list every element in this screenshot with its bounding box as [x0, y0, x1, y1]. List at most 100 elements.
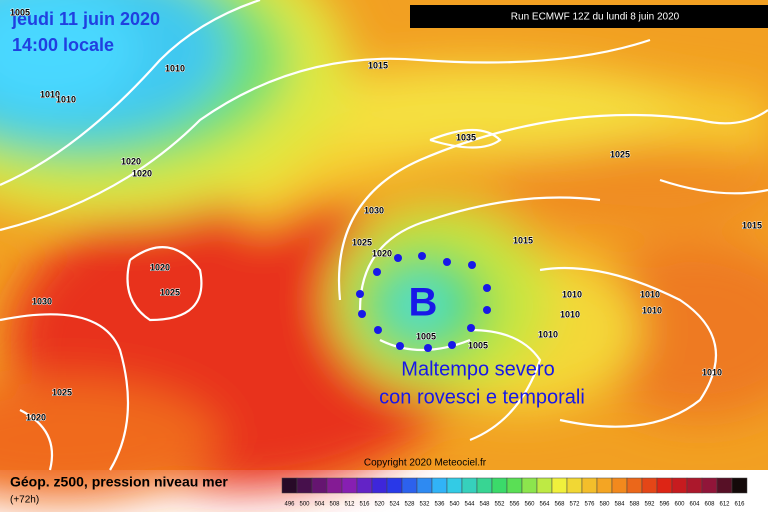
- low-dot: [468, 261, 476, 269]
- scale-label: 592: [644, 502, 655, 508]
- isobar-label: 1025: [610, 149, 630, 159]
- scale-label: 552: [494, 502, 505, 508]
- low-dot: [448, 341, 456, 349]
- isobar-label: 1015: [368, 60, 388, 70]
- scale-label: 536: [434, 502, 445, 508]
- scale-swatch: [656, 477, 673, 494]
- date-label: jeudi 11 juin 2020: [11, 9, 160, 29]
- scale-swatch: [401, 477, 418, 494]
- isobar-label: 1020: [150, 262, 170, 272]
- isobar-label: 1020: [132, 168, 152, 178]
- scale-swatch: [701, 477, 718, 494]
- legend-title: Géop. z500, pression niveau mer: [10, 474, 228, 490]
- scale-swatch: [386, 477, 403, 494]
- scale-swatch: [596, 477, 613, 494]
- low-dot: [467, 324, 475, 332]
- isobar-label: 1030: [32, 296, 52, 306]
- scale-label: 524: [389, 502, 400, 508]
- low-dot: [394, 254, 402, 262]
- isobar-label: 1010: [560, 309, 580, 319]
- isobar-label: 1010: [640, 289, 660, 299]
- scale-label: 508: [329, 502, 340, 508]
- scale-swatch: [641, 477, 658, 494]
- scale-label: 580: [599, 502, 610, 508]
- scale-swatch: [311, 477, 328, 494]
- field: [0, 0, 768, 500]
- scale-label: 616: [734, 502, 745, 508]
- scale-label: 588: [629, 502, 640, 508]
- scale-swatch: [581, 477, 598, 494]
- isobar-label: 1020: [26, 412, 46, 422]
- scale-label: 560: [524, 502, 535, 508]
- scale-label: 504: [314, 502, 325, 508]
- scale-label: 544: [464, 502, 475, 508]
- isobar-label: 1025: [352, 237, 372, 247]
- low-dot: [418, 252, 426, 260]
- low-dot: [356, 290, 364, 298]
- annotation: con rovesci e temporali: [379, 386, 585, 408]
- scale-label: 540: [449, 502, 460, 508]
- scale-swatch: [431, 477, 448, 494]
- low-ring: [356, 252, 491, 352]
- scale-swatch: [686, 477, 703, 494]
- copyright: Copyright 2020 Meteociel.fr: [364, 458, 487, 469]
- scale-label: 568: [554, 502, 565, 508]
- low-symbol: B: [409, 281, 438, 325]
- scale-label: 516: [359, 502, 370, 508]
- scale-swatch: [731, 477, 748, 494]
- isobar-label: 1025: [160, 287, 180, 297]
- isobar-label: 1005: [468, 340, 488, 350]
- isobar-label: 1015: [513, 235, 533, 245]
- scale-swatch: [491, 477, 508, 494]
- isobar-label: 1020: [372, 248, 392, 258]
- scale-swatch: [566, 477, 583, 494]
- isobar-label: 1015: [742, 220, 762, 230]
- run-banner: [410, 5, 768, 28]
- scale-label: 512: [344, 502, 355, 508]
- scale-swatch: [506, 477, 523, 494]
- scale-swatch: [341, 477, 358, 494]
- isobar-label: 1010: [702, 367, 722, 377]
- scale-swatch: [536, 477, 553, 494]
- scale-swatch: [446, 477, 463, 494]
- low-dot: [358, 310, 366, 318]
- isobar-label: 1020: [121, 156, 141, 166]
- scale-swatch: [296, 477, 313, 494]
- isobar-label: 1005: [10, 7, 30, 17]
- scale-label: 600: [674, 502, 685, 508]
- scale-label: 548: [479, 502, 490, 508]
- scale-label: 500: [299, 502, 310, 508]
- scale-swatch: [356, 477, 373, 494]
- isobar-label: 1010: [165, 63, 185, 73]
- isobar-label: 1030: [364, 205, 384, 215]
- isobar-label: 1010: [642, 305, 662, 315]
- scale-swatch: [476, 477, 493, 494]
- scale-swatch: [371, 477, 388, 494]
- scale-label: 584: [614, 502, 625, 508]
- isobar-label: 1010: [538, 329, 558, 339]
- isobar-label: 1005: [416, 331, 436, 341]
- scale-swatch: [716, 477, 733, 494]
- scale-swatch: [611, 477, 628, 494]
- scale-swatch: [416, 477, 433, 494]
- scale-label: 532: [419, 502, 430, 508]
- scale-label: 528: [404, 502, 415, 508]
- scale-label: 556: [509, 502, 520, 508]
- isobar-label: 1025: [52, 387, 72, 397]
- low-dot: [443, 258, 451, 266]
- isobar-label: 1010: [40, 89, 60, 99]
- scale-swatch: [326, 477, 343, 494]
- isobar-label: 1010: [56, 94, 76, 104]
- low-dot: [374, 326, 382, 334]
- scale-label: 520: [374, 502, 385, 508]
- scale-label: 572: [569, 502, 580, 508]
- scale-label: 608: [704, 502, 715, 508]
- low-dot: [483, 284, 491, 292]
- lead-time: (+72h): [10, 495, 39, 506]
- scale-swatch: [626, 477, 643, 494]
- scale-label: 496: [284, 502, 295, 508]
- isobar-label: 1010: [562, 289, 582, 299]
- isobar-label: 1035: [456, 132, 476, 142]
- scale-label: 604: [689, 502, 700, 508]
